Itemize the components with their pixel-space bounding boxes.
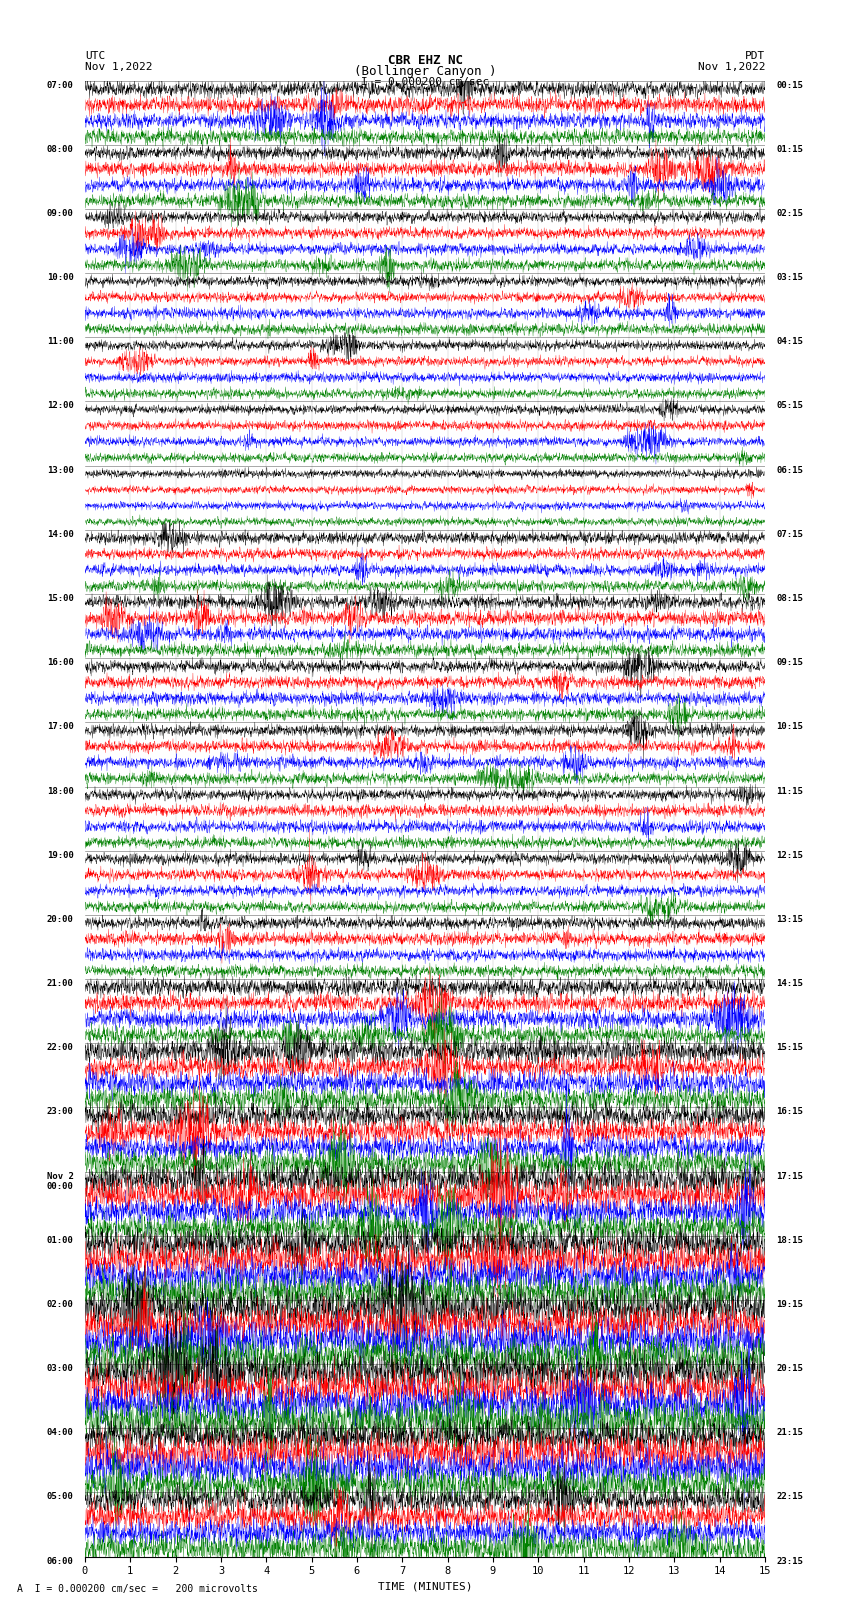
Text: Nov 2
00:00: Nov 2 00:00 (47, 1171, 74, 1190)
Text: 20:00: 20:00 (47, 915, 74, 924)
Text: Nov 1,2022: Nov 1,2022 (698, 63, 765, 73)
Text: 01:15: 01:15 (776, 145, 803, 153)
Text: 14:00: 14:00 (47, 529, 74, 539)
Text: 01:00: 01:00 (47, 1236, 74, 1245)
Text: 20:15: 20:15 (776, 1365, 803, 1373)
Text: 23:00: 23:00 (47, 1108, 74, 1116)
Text: 17:00: 17:00 (47, 723, 74, 731)
Text: 02:15: 02:15 (776, 210, 803, 218)
Text: 19:00: 19:00 (47, 850, 74, 860)
Text: 16:15: 16:15 (776, 1108, 803, 1116)
Text: 02:00: 02:00 (47, 1300, 74, 1308)
Text: UTC: UTC (85, 50, 105, 61)
Text: 18:15: 18:15 (776, 1236, 803, 1245)
Text: 07:15: 07:15 (776, 529, 803, 539)
Text: 04:00: 04:00 (47, 1428, 74, 1437)
Text: 12:00: 12:00 (47, 402, 74, 410)
Text: 09:15: 09:15 (776, 658, 803, 668)
Text: 09:00: 09:00 (47, 210, 74, 218)
Text: 17:15: 17:15 (776, 1171, 803, 1181)
Text: 08:15: 08:15 (776, 594, 803, 603)
Text: 21:00: 21:00 (47, 979, 74, 989)
Text: 16:00: 16:00 (47, 658, 74, 668)
Text: 05:15: 05:15 (776, 402, 803, 410)
Text: 06:00: 06:00 (47, 1557, 74, 1566)
Text: 15:15: 15:15 (776, 1044, 803, 1052)
Text: 13:00: 13:00 (47, 466, 74, 474)
Text: 06:15: 06:15 (776, 466, 803, 474)
Text: 10:15: 10:15 (776, 723, 803, 731)
Text: 22:15: 22:15 (776, 1492, 803, 1502)
Text: CBR EHZ NC: CBR EHZ NC (388, 53, 462, 68)
Text: 21:15: 21:15 (776, 1428, 803, 1437)
Text: A  I = 0.000200 cm/sec =   200 microvolts: A I = 0.000200 cm/sec = 200 microvolts (17, 1584, 258, 1594)
Text: 22:00: 22:00 (47, 1044, 74, 1052)
Text: 05:00: 05:00 (47, 1492, 74, 1502)
Text: 07:00: 07:00 (47, 81, 74, 90)
Text: 18:00: 18:00 (47, 787, 74, 795)
Text: 03:00: 03:00 (47, 1365, 74, 1373)
Text: PDT: PDT (745, 50, 765, 61)
Text: 19:15: 19:15 (776, 1300, 803, 1308)
Text: 08:00: 08:00 (47, 145, 74, 153)
Text: 10:00: 10:00 (47, 273, 74, 282)
X-axis label: TIME (MINUTES): TIME (MINUTES) (377, 1582, 473, 1592)
Text: 04:15: 04:15 (776, 337, 803, 347)
Text: 14:15: 14:15 (776, 979, 803, 989)
Text: 11:15: 11:15 (776, 787, 803, 795)
Text: 03:15: 03:15 (776, 273, 803, 282)
Text: I = 0.000200 cm/sec: I = 0.000200 cm/sec (361, 77, 489, 87)
Text: 00:15: 00:15 (776, 81, 803, 90)
Text: Nov 1,2022: Nov 1,2022 (85, 63, 152, 73)
Text: 11:00: 11:00 (47, 337, 74, 347)
Text: (Bollinger Canyon ): (Bollinger Canyon ) (354, 65, 496, 79)
Text: 12:15: 12:15 (776, 850, 803, 860)
Text: 13:15: 13:15 (776, 915, 803, 924)
Text: 23:15: 23:15 (776, 1557, 803, 1566)
Text: 15:00: 15:00 (47, 594, 74, 603)
